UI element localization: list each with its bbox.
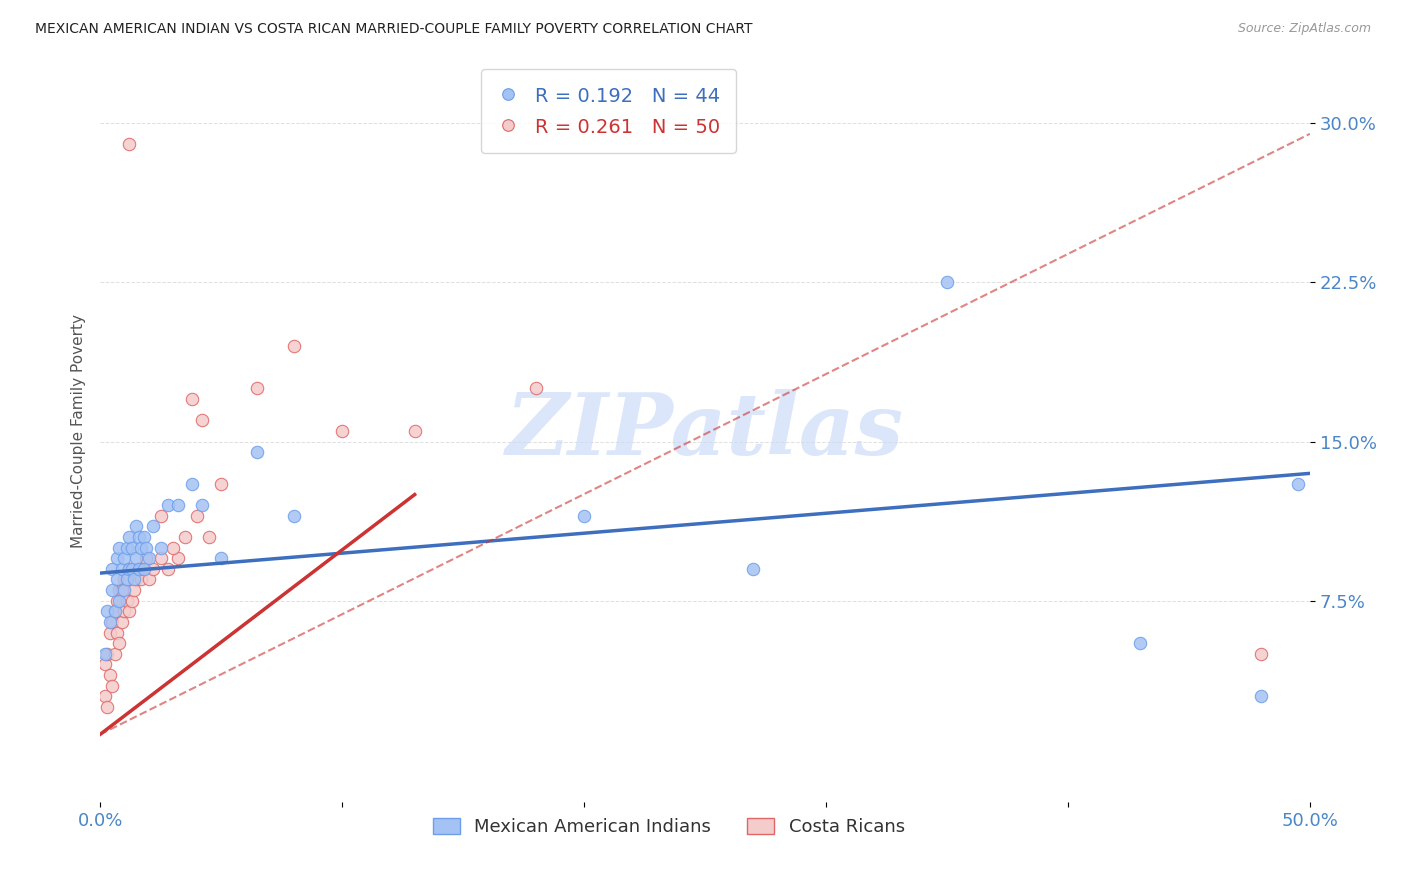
Point xyxy=(108,593,131,607)
Point xyxy=(1129,636,1152,650)
Point xyxy=(742,562,765,576)
Point xyxy=(1250,689,1272,703)
Point xyxy=(115,541,138,555)
Y-axis label: Married-Couple Family Poverty: Married-Couple Family Poverty xyxy=(72,314,86,548)
Point xyxy=(198,530,221,544)
Point xyxy=(135,541,157,555)
Point xyxy=(132,562,155,576)
Text: ZIPatlas: ZIPatlas xyxy=(506,389,904,473)
Point xyxy=(186,508,208,523)
Point xyxy=(125,551,148,566)
Point xyxy=(129,541,152,555)
Point xyxy=(122,573,145,587)
Point xyxy=(101,679,124,693)
Point xyxy=(105,551,128,566)
Point xyxy=(112,604,135,618)
Point xyxy=(108,541,131,555)
Point xyxy=(115,573,138,587)
Point xyxy=(105,625,128,640)
Point xyxy=(105,573,128,587)
Point xyxy=(190,498,212,512)
Point xyxy=(1286,477,1309,491)
Point xyxy=(156,562,179,576)
Point xyxy=(128,530,150,544)
Point xyxy=(135,551,157,566)
Point xyxy=(96,647,118,661)
Point xyxy=(138,573,160,587)
Point xyxy=(118,137,141,152)
Point xyxy=(283,339,305,353)
Point xyxy=(166,551,188,566)
Point xyxy=(112,583,135,598)
Point xyxy=(111,615,134,629)
Point xyxy=(101,562,124,576)
Point xyxy=(104,647,127,661)
Point xyxy=(181,477,204,491)
Point xyxy=(96,699,118,714)
Point xyxy=(142,519,165,533)
Point xyxy=(156,498,179,512)
Point xyxy=(209,477,232,491)
Point xyxy=(1250,647,1272,661)
Point xyxy=(108,583,131,598)
Point xyxy=(98,615,121,629)
Point xyxy=(112,551,135,566)
Point xyxy=(104,604,127,618)
Point xyxy=(149,541,172,555)
Point xyxy=(111,583,134,598)
Point xyxy=(115,593,138,607)
Point xyxy=(935,276,957,290)
Legend: Mexican American Indians, Costa Ricans: Mexican American Indians, Costa Ricans xyxy=(423,809,914,846)
Point xyxy=(108,636,131,650)
Text: MEXICAN AMERICAN INDIAN VS COSTA RICAN MARRIED-COUPLE FAMILY POVERTY CORRELATION: MEXICAN AMERICAN INDIAN VS COSTA RICAN M… xyxy=(35,22,752,37)
Point xyxy=(94,647,117,661)
Point xyxy=(101,583,124,598)
Point xyxy=(246,445,269,459)
Point xyxy=(94,689,117,703)
Point xyxy=(104,604,127,618)
Point xyxy=(190,413,212,427)
Point xyxy=(121,593,143,607)
Point xyxy=(166,498,188,512)
Point xyxy=(118,562,141,576)
Point xyxy=(105,593,128,607)
Point xyxy=(111,562,134,576)
Point xyxy=(330,424,353,438)
Point xyxy=(125,519,148,533)
Point xyxy=(115,573,138,587)
Point xyxy=(98,625,121,640)
Point xyxy=(246,382,269,396)
Point xyxy=(132,530,155,544)
Point xyxy=(404,424,426,438)
Point xyxy=(524,382,547,396)
Point xyxy=(149,551,172,566)
Point xyxy=(118,530,141,544)
Point xyxy=(121,562,143,576)
Point xyxy=(112,573,135,587)
Point xyxy=(138,551,160,566)
Point xyxy=(173,530,195,544)
Text: Source: ZipAtlas.com: Source: ZipAtlas.com xyxy=(1237,22,1371,36)
Point xyxy=(283,508,305,523)
Point xyxy=(572,508,595,523)
Point xyxy=(121,541,143,555)
Point xyxy=(142,562,165,576)
Point xyxy=(101,615,124,629)
Point xyxy=(118,562,141,576)
Point xyxy=(128,562,150,576)
Point xyxy=(149,508,172,523)
Point xyxy=(96,604,118,618)
Point xyxy=(209,551,232,566)
Point xyxy=(122,583,145,598)
Point xyxy=(132,562,155,576)
Point xyxy=(181,392,204,406)
Point xyxy=(98,668,121,682)
Point xyxy=(121,562,143,576)
Point xyxy=(128,562,150,576)
Point xyxy=(118,604,141,618)
Point xyxy=(125,573,148,587)
Point xyxy=(162,541,184,555)
Point xyxy=(94,657,117,672)
Point xyxy=(129,573,152,587)
